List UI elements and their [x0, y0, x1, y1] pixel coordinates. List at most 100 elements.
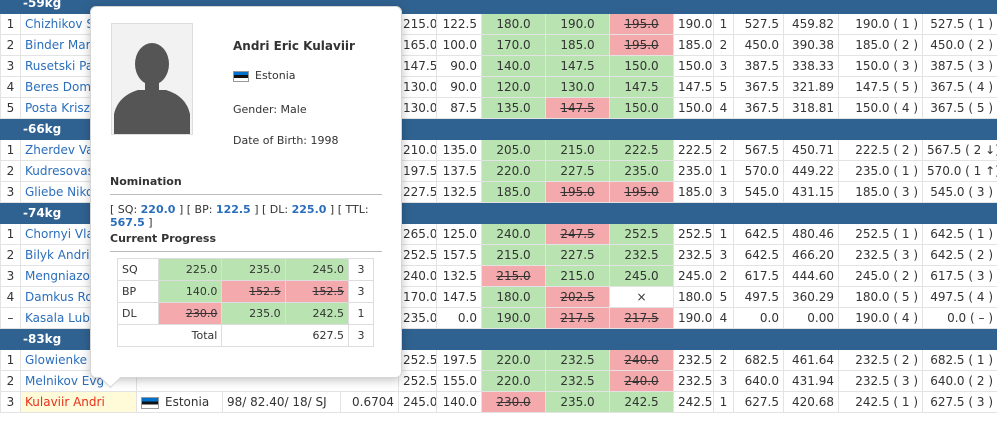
- points: 321.89: [783, 76, 839, 98]
- coefficient: 0.6704: [340, 391, 399, 413]
- best-place: 147.5 ( 5 ): [838, 76, 923, 98]
- total: 545.0: [733, 181, 784, 203]
- place: 1: [0, 13, 21, 35]
- best-lift: 150.0: [673, 97, 714, 119]
- lift-rank: 5: [713, 76, 734, 98]
- best-place: 252.5 ( 1 ): [838, 223, 923, 245]
- lift-rank: 3: [713, 244, 734, 266]
- attempt-1: 240.0: [481, 223, 546, 245]
- lift-rank: 1: [713, 13, 734, 35]
- table-row-selected[interactable]: 3 Kulaviir Andri Estonia 98/ 82.40/ 18/ …: [0, 391, 997, 413]
- progress-count: 3: [348, 324, 374, 347]
- bench: 147.5: [436, 286, 482, 308]
- athlete-dob: Date of Birth: 1998: [233, 134, 339, 147]
- bench: 87.5: [436, 97, 482, 119]
- attempt-2: 227.5: [545, 160, 610, 182]
- place: 1: [0, 139, 21, 161]
- points: 466.20: [783, 244, 839, 266]
- points: 459.82: [783, 13, 839, 35]
- squat: 252.5: [398, 244, 437, 266]
- best-place: 242.5 ( 1 ): [838, 391, 923, 413]
- total: 450.0: [733, 34, 784, 56]
- points: 480.46: [783, 223, 839, 245]
- attempt-1: 220.0: [481, 370, 546, 392]
- nom-sq-value: 220.0: [140, 203, 176, 216]
- total-place: 567.5 ( 2 ↓): [922, 139, 997, 161]
- progress-attempt-1: 230.0: [157, 302, 223, 325]
- points: 318.81: [783, 97, 839, 119]
- estonia-flag-icon: [141, 396, 159, 409]
- bench: 122.5: [436, 13, 482, 35]
- progress-table: SQ 225.0 235.0 245.0 3 BP 140.0 152.5 15…: [116, 258, 374, 347]
- best-place: 190.0 ( 1 ): [838, 13, 923, 35]
- attempt-2: 130.0: [545, 76, 610, 98]
- bench: 132.5: [436, 181, 482, 203]
- bench: 197.5: [436, 349, 482, 371]
- total-place: 682.5 ( 1 ): [922, 349, 997, 371]
- place: 2: [0, 370, 21, 392]
- squat: 210.0: [398, 139, 437, 161]
- total-place: 642.5 ( 1 ): [922, 223, 997, 245]
- nom-bp-label: BP:: [194, 203, 213, 216]
- attempt-3: 150.0: [609, 55, 674, 77]
- total: 642.5: [733, 223, 784, 245]
- attempt-3: 245.0: [609, 265, 674, 287]
- attempt-3: 195.0: [609, 13, 674, 35]
- best-place: 235.0 ( 1 ): [838, 160, 923, 182]
- best-place: 232.5 ( 3 ): [838, 370, 923, 392]
- progress-row-sq: SQ 225.0 235.0 245.0 3: [117, 258, 374, 281]
- points: 450.71: [783, 139, 839, 161]
- lift-rank: 1: [713, 391, 734, 413]
- lift-rank: 2: [713, 139, 734, 161]
- attempt-2: 215.0: [545, 265, 610, 287]
- attempt-2: 247.5: [545, 223, 610, 245]
- place: –: [0, 307, 21, 329]
- attempt-3: 222.5: [609, 139, 674, 161]
- attempt-1: 120.0: [481, 76, 546, 98]
- best-lift: 245.0: [673, 265, 714, 287]
- bench: 135.0: [436, 139, 482, 161]
- attempt-1: 135.0: [481, 97, 546, 119]
- total: 682.5: [733, 349, 784, 371]
- best-lift: 180.0: [673, 286, 714, 308]
- bench: 0.0: [436, 307, 482, 329]
- attempt-3: 195.0: [609, 34, 674, 56]
- country-name: Estonia: [165, 395, 210, 409]
- total-place: 627.5 ( 3 ): [922, 391, 997, 413]
- lift-rank: 2: [713, 34, 734, 56]
- attempt-3-skipped: ×: [609, 286, 674, 308]
- attempt-2: 190.0: [545, 13, 610, 35]
- best-lift: 235.0: [673, 160, 714, 182]
- progress-attempt-2: 235.0: [221, 302, 286, 325]
- attempt-2: 202.5: [545, 286, 610, 308]
- attempt-3: 232.5: [609, 244, 674, 266]
- lift-rank: 2: [713, 265, 734, 287]
- progress-attempt-3: 245.0: [284, 258, 350, 281]
- person-silhouette-icon: [112, 24, 192, 134]
- bench: 155.0: [436, 370, 482, 392]
- athlete-link[interactable]: Kulaviir Andri: [20, 391, 137, 413]
- attempt-3: 242.5: [609, 391, 674, 413]
- progress-count: 3: [348, 280, 374, 303]
- attempt-3: 147.5: [609, 76, 674, 98]
- bench: 125.0: [436, 223, 482, 245]
- total-place: 387.5 ( 3 ): [922, 55, 997, 77]
- squat: 252.5: [398, 349, 437, 371]
- lift-rank: 4: [713, 97, 734, 119]
- total-place: 545.0 ( 3 ): [922, 181, 997, 203]
- best-place: 150.0 ( 3 ): [838, 55, 923, 77]
- lift-rank: 1: [713, 160, 734, 182]
- place: 3: [0, 181, 21, 203]
- progress-title: Current Progress: [110, 232, 382, 252]
- best-place: 232.5 ( 3 ): [838, 244, 923, 266]
- athlete-info: 98/ 82.40/ 18/ SJ: [222, 391, 341, 413]
- points: 390.38: [783, 34, 839, 56]
- progress-row-dl: DL 230.0 235.0 242.5 1: [117, 302, 374, 325]
- squat: 240.0: [398, 265, 437, 287]
- place: 5: [0, 97, 21, 119]
- place: 2: [0, 160, 21, 182]
- squat: 197.5: [398, 160, 437, 182]
- nom-ttl-label: TTL:: [345, 203, 369, 216]
- place: 4: [0, 286, 21, 308]
- points: 360.29: [783, 286, 839, 308]
